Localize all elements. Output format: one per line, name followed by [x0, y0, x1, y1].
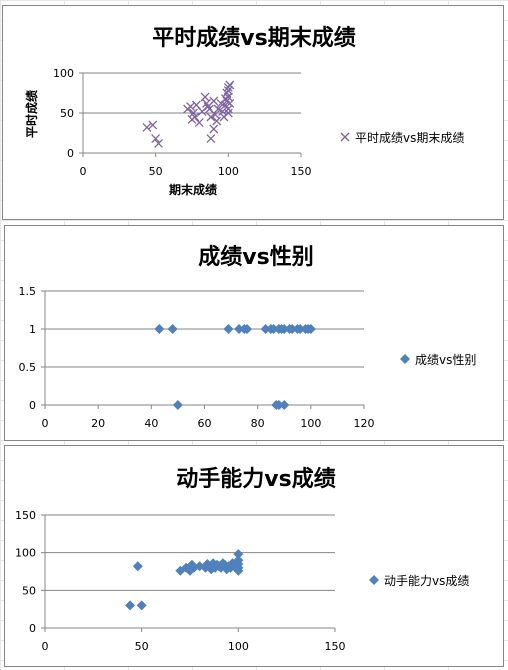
data-point: [233, 549, 244, 560]
data-point: [154, 138, 164, 148]
data-point: [125, 600, 136, 611]
x-axis-title: 期末成绩: [169, 182, 217, 197]
data-point: [194, 118, 204, 128]
data-point: [212, 116, 222, 126]
y-tick-label: 50: [22, 584, 36, 597]
x-tick-label: 50: [135, 640, 149, 653]
series-0: [154, 324, 316, 410]
data-point: [233, 565, 244, 576]
chart-title: 平时成绩vs期末成绩: [152, 25, 355, 51]
x-tick-label: 150: [325, 640, 346, 653]
data-point: [194, 561, 205, 572]
x-tick-label: 120: [354, 417, 375, 430]
data-point: [206, 112, 216, 122]
chart-svg: 动手能力vs成绩 0 50 100 150 0 50 100 150 动手能力vs成绩: [15, 466, 469, 653]
chart-svg: 成绩vs性别 0 0.5 1 1.5 0 20 40 60 80 100 120 成绩vs性别: [19, 244, 477, 430]
y-tick-label: 1: [29, 323, 36, 336]
data-point: [185, 565, 195, 576]
y-tick-label: 100: [53, 67, 74, 80]
x-tick-label: 60: [198, 417, 212, 430]
data-point: [151, 134, 161, 144]
y-tick-label: 0.5: [19, 361, 37, 374]
data-point: [223, 82, 233, 92]
data-point: [295, 324, 306, 334]
y-tick-label: 0: [29, 622, 36, 635]
legend-label: 动手能力vs成绩: [384, 574, 469, 588]
data-point: [190, 112, 200, 122]
x-tick-label: 0: [42, 417, 49, 430]
chart-grade-vs-gender[interactable]: 成绩vs性别 0 0.5 1 1.5 0 20 40 60 80 100 120 成绩vs性别: [4, 225, 504, 441]
data-point: [234, 324, 245, 334]
y-tick-label: 50: [60, 107, 74, 120]
data-point: [223, 104, 233, 114]
data-point: [273, 400, 284, 410]
legend-label: 平时成绩vs期末成绩: [355, 131, 464, 145]
data-point: [132, 561, 143, 572]
data-point: [223, 86, 233, 96]
data-point: [206, 134, 216, 144]
legend-label: 成绩vs性别: [415, 353, 476, 367]
x-tick-label: 50: [149, 165, 163, 178]
data-point: [206, 564, 217, 575]
legend-marker: [369, 575, 379, 585]
x-tick-label: 80: [251, 417, 265, 430]
data-point: [260, 324, 271, 334]
data-point: [154, 324, 165, 334]
x-tick-label: 100: [300, 417, 321, 430]
data-point: [197, 106, 207, 116]
y-axis-title: 平时成绩: [24, 90, 39, 138]
x-tick-label: 20: [91, 417, 105, 430]
chart-title: 成绩vs性别: [198, 244, 313, 270]
x-tick-label: 100: [218, 165, 239, 178]
legend-marker: [400, 354, 410, 364]
data-point: [142, 122, 152, 132]
data-point: [175, 565, 186, 576]
data-point: [167, 324, 178, 334]
data-point: [172, 400, 183, 410]
y-tick-label: 100: [15, 547, 36, 560]
series-0: [125, 549, 244, 611]
data-point: [213, 104, 223, 114]
y-tick-label: 150: [15, 509, 36, 522]
series-0: [142, 80, 235, 148]
data-point: [242, 324, 253, 334]
data-point: [225, 98, 235, 108]
y-tick-label: 1.5: [19, 285, 37, 298]
data-point: [223, 108, 233, 118]
data-point: [209, 124, 219, 134]
data-point: [223, 324, 234, 334]
chart-grade-vs-final[interactable]: 平时成绩vs期末成绩 0 50 100 0 50 100 150 平时成绩期末成绩 平时成绩vs期…: [2, 5, 504, 220]
x-tick-label: 100: [228, 640, 249, 653]
chart-skill-vs-grade[interactable]: 动手能力vs成绩 0 50 100 150 0 50 100 150 动手能力vs成绩: [4, 445, 504, 667]
data-point: [209, 96, 219, 106]
y-tick-label: 0: [29, 399, 36, 412]
data-point: [279, 400, 290, 410]
data-point: [148, 120, 158, 130]
chart-title: 动手能力vs成绩: [176, 466, 335, 492]
data-point: [218, 106, 227, 116]
x-tick-label: 0: [42, 640, 49, 653]
x-tick-label: 40: [144, 417, 158, 430]
x-tick-label: 0: [80, 165, 87, 178]
legend-marker: [340, 132, 350, 142]
data-point: [136, 600, 147, 611]
x-tick-label: 150: [291, 165, 312, 178]
data-point: [279, 324, 290, 334]
data-point: [225, 80, 235, 90]
y-tick-label: 0: [67, 147, 74, 160]
data-point: [305, 324, 316, 334]
data-point: [287, 324, 298, 334]
data-point: [186, 102, 196, 112]
data-point: [268, 324, 279, 334]
